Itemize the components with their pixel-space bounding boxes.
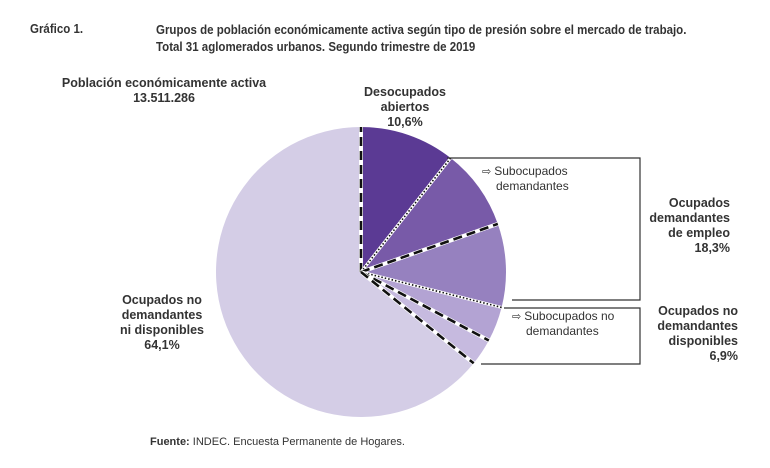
label-ocup-dem-line2: demandantes xyxy=(649,211,730,225)
label-ocup-nodem-disp-line2: demandantes xyxy=(657,319,738,333)
pie-slices xyxy=(215,127,506,417)
source-text: INDEC. Encuesta Permanente de Hogares. xyxy=(192,436,405,448)
label-ocupados-demandantes: Ocupados demandantes de empleo 18,3% xyxy=(620,196,730,256)
label-sub-nodem-line2: demandantes xyxy=(526,324,599,338)
label-ocup-nodem-nodisp-pct: 64,1% xyxy=(144,338,180,352)
pie-slice-6 xyxy=(215,127,474,417)
total-label: Población económicamente activa xyxy=(61,76,267,90)
label-sub-dem-line2: demandantes xyxy=(496,179,569,193)
label-ocup-nodem-disp-line1: Ocupados no xyxy=(658,304,738,318)
source-prefix: Fuente: xyxy=(150,436,190,448)
label-ocup-nodem-disp-line3: disponibles xyxy=(668,334,738,348)
label-ocupados-no-demandantes-disponibles: Ocupados no demandantes disponibles 6,9% xyxy=(620,304,738,364)
arrow-icon: ⇨ xyxy=(482,166,492,178)
source-note: Fuente: INDEC. Encuesta Permanente de Ho… xyxy=(150,436,405,448)
pie-slice-2 xyxy=(361,158,498,272)
chart-title-line1: Grupos de población económicamente activ… xyxy=(156,23,687,37)
callout-lines xyxy=(447,157,641,365)
label-ocup-dem-line3: de empleo xyxy=(668,226,730,240)
pie-slice-1 xyxy=(361,127,451,272)
callout-ocupados-demandantes xyxy=(447,157,641,301)
chart-title: Grupos de población económicamente activ… xyxy=(156,22,686,56)
label-ocup-nodem-disp-pct: 6,9% xyxy=(709,349,739,363)
label-ocup-nodem-nodisp-line3: ni disponibles xyxy=(119,323,205,337)
separator-dashed-6 xyxy=(360,270,475,365)
separator-underlay-4 xyxy=(360,270,502,309)
label-ocup-nodem-nodisp-line1: Ocupados no xyxy=(122,293,202,307)
label-desocupados-pct: 10,6% xyxy=(387,115,423,129)
pie-slice-5 xyxy=(361,272,489,364)
label-ocup-dem-pct: 18,3% xyxy=(694,241,730,255)
figure-number: Gráfico 1. xyxy=(30,22,84,36)
chart-title-line2: Total 31 aglomerados urbanos. Segundo tr… xyxy=(156,40,476,54)
separator-dashed-5 xyxy=(360,270,490,342)
label-desocupados-line1: Desocupados xyxy=(364,85,446,99)
label-desocupados-abiertos: Desocupados abiertos 10,6% xyxy=(345,85,465,130)
label-ocupados-no-demandantes-ni-disponibles: Ocupados no demandantes ni disponibles 6… xyxy=(92,293,232,353)
label-desocupados-line2: abiertos xyxy=(380,100,430,114)
separator-underlay-2 xyxy=(359,157,452,273)
separator-dashed-3 xyxy=(360,222,499,274)
label-sub-nodem-line1: Subocupados no xyxy=(524,309,615,323)
pie-slice-3 xyxy=(361,223,506,308)
total-value: 13.511.286 xyxy=(133,91,195,105)
arrow-icon: ⇨ xyxy=(512,311,522,323)
label-ocup-dem-line1: Ocupados xyxy=(668,196,730,210)
label-subocupados-no-demandantes: ⇨ Subocupados no demandantes xyxy=(512,309,614,338)
callout-ocupados-no-demandantes-disponibles xyxy=(481,307,641,365)
total-label-block: Población económicamente activa 13.511.2… xyxy=(48,76,280,106)
label-ocup-nodem-nodisp-line2: demandantes xyxy=(121,308,203,322)
label-subocupados-demandantes: ⇨ Subocupados demandantes xyxy=(482,164,569,193)
pie-separators xyxy=(359,127,502,365)
label-sub-dem-line1: Subocupados xyxy=(494,164,568,178)
